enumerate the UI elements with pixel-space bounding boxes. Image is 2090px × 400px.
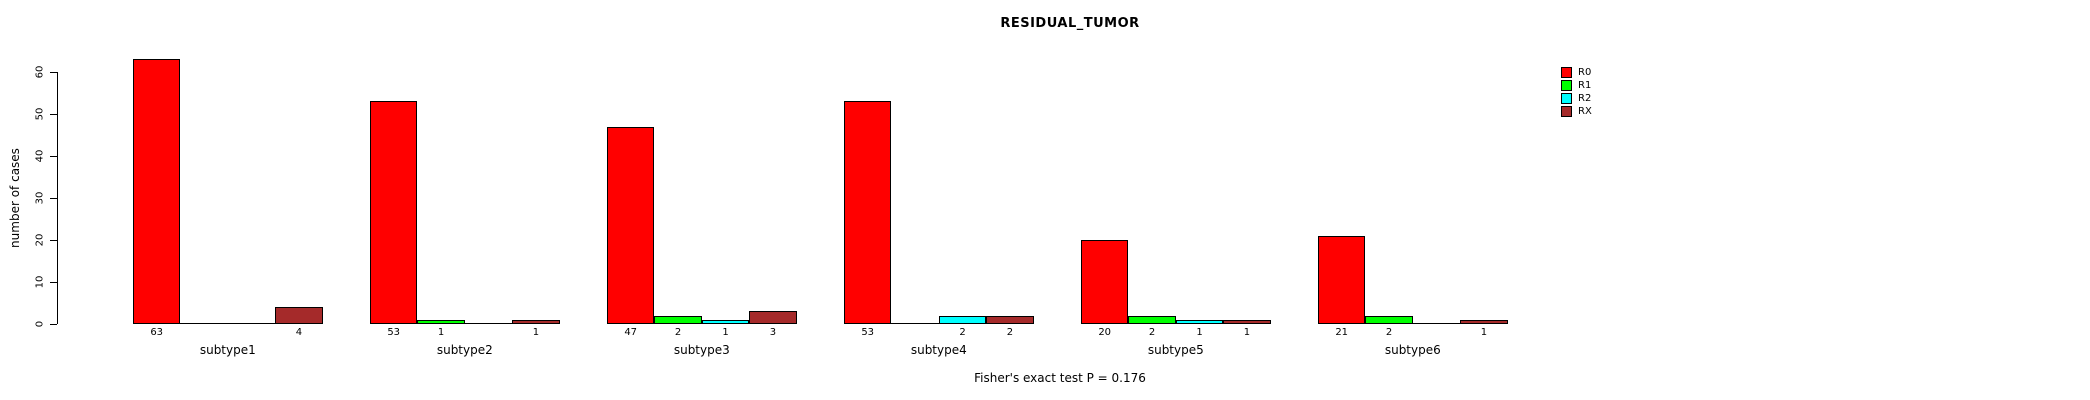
- bar-value-label-R0-subtype6: 21: [1335, 327, 1349, 338]
- y-tick-label-50: 50: [34, 107, 46, 121]
- bar-value-label-RX-subtype2: 1: [532, 327, 540, 338]
- legend-item-R2: R2: [1561, 92, 1592, 105]
- bar-value-label-R0-subtype2: 53: [387, 327, 401, 338]
- bar-RX-subtype5: [1223, 319, 1271, 324]
- category-label-subtype3: subtype3: [673, 343, 730, 357]
- bar-value-label-RX-subtype4: 2: [1006, 327, 1014, 338]
- legend-swatch-R2: [1561, 93, 1572, 104]
- y-tick-label-60: 60: [34, 65, 46, 79]
- zero-bar-R2-subtype6: [1412, 323, 1462, 324]
- bar-R2-subtype4: [938, 315, 987, 324]
- bar-R1-subtype2: [417, 319, 465, 324]
- category-label-subtype2: subtype2: [436, 343, 493, 357]
- bar-value-label-R2-subtype4: 2: [959, 327, 966, 338]
- bar-RX-subtype4: [986, 315, 1034, 324]
- bar-value-label-R2-subtype3: 1: [722, 327, 729, 338]
- category-label-subtype1: subtype1: [199, 343, 256, 357]
- legend-label-R1: R1: [1578, 80, 1592, 91]
- chart-title: RESIDUAL_TUMOR: [1000, 16, 1140, 31]
- y-axis-label: number of cases: [8, 148, 22, 248]
- legend-label-R0: R0: [1578, 67, 1592, 78]
- y-tick-0: [50, 323, 57, 325]
- bar-value-label-RX-subtype5: 1: [1243, 327, 1251, 338]
- y-tick-20: [50, 239, 57, 241]
- zero-bar-R1-subtype1: [180, 323, 229, 324]
- fisher-test-annotation: Fisher's exact test P = 0.176: [974, 371, 1146, 385]
- bar-R0-subtype2: [370, 101, 418, 324]
- legend-swatch-RX: [1561, 106, 1572, 117]
- bar-R0-subtype3: [607, 126, 655, 324]
- bar-value-label-RX-subtype6: 1: [1480, 327, 1488, 338]
- legend-item-R1: R1: [1561, 79, 1592, 92]
- bar-value-label-R1-subtype2: 1: [437, 327, 445, 338]
- bar-value-label-R0-subtype1: 63: [150, 327, 164, 338]
- bar-value-label-R0-subtype5: 20: [1098, 327, 1112, 338]
- legend: R0 R1 R2 RX: [1561, 66, 1592, 118]
- y-tick-label-40: 40: [34, 149, 46, 163]
- bar-value-label-R1-subtype6: 2: [1385, 327, 1393, 338]
- bar-R0-subtype5: [1081, 240, 1129, 324]
- category-label-subtype5: subtype5: [1147, 343, 1204, 357]
- y-tick-30: [50, 197, 57, 199]
- bar-RX-subtype1: [275, 307, 323, 324]
- bar-R1-subtype3: [654, 315, 702, 324]
- bar-R0-subtype4: [844, 101, 892, 324]
- bar-value-label-R2-subtype5: 1: [1196, 327, 1203, 338]
- legend-swatch-R0: [1561, 67, 1572, 78]
- legend-label-RX: RX: [1578, 106, 1592, 117]
- bar-R0-subtype6: [1318, 235, 1366, 324]
- bar-R1-subtype5: [1128, 315, 1176, 324]
- zero-bar-R1-subtype4: [891, 323, 940, 324]
- zero-bar-R2-subtype2: [464, 323, 514, 324]
- y-tick-label-30: 30: [34, 191, 46, 205]
- legend-swatch-R1: [1561, 80, 1572, 91]
- bar-R0-subtype1: [133, 59, 181, 324]
- bar-RX-subtype6: [1460, 319, 1508, 324]
- y-tick-40: [50, 155, 57, 157]
- legend-label-R2: R2: [1578, 93, 1592, 104]
- y-tick-10: [50, 281, 57, 283]
- category-label-subtype6: subtype6: [1384, 343, 1441, 357]
- bar-value-label-R1-subtype3: 2: [674, 327, 682, 338]
- y-tick-label-0: 0: [34, 320, 46, 328]
- bar-R1-subtype6: [1365, 315, 1413, 324]
- bar-R2-subtype5: [1175, 319, 1224, 324]
- y-tick-60: [50, 71, 57, 73]
- category-label-subtype4: subtype4: [910, 343, 967, 357]
- bar-RX-subtype3: [749, 311, 797, 324]
- y-tick-label-10: 10: [34, 275, 46, 289]
- legend-item-RX: RX: [1561, 105, 1592, 118]
- bar-value-label-R0-subtype4: 53: [861, 327, 875, 338]
- y-tick-label-20: 20: [34, 233, 46, 247]
- y-axis-line: [57, 72, 58, 324]
- bar-RX-subtype2: [512, 319, 560, 324]
- legend-item-R0: R0: [1561, 66, 1592, 79]
- bar-value-label-R0-subtype3: 47: [624, 327, 638, 338]
- y-tick-50: [50, 113, 57, 115]
- bar-R2-subtype3: [701, 319, 750, 324]
- bar-value-label-RX-subtype3: 3: [769, 327, 777, 338]
- zero-bar-R2-subtype1: [227, 323, 277, 324]
- bar-value-label-RX-subtype1: 4: [295, 327, 303, 338]
- bar-value-label-R1-subtype5: 2: [1148, 327, 1156, 338]
